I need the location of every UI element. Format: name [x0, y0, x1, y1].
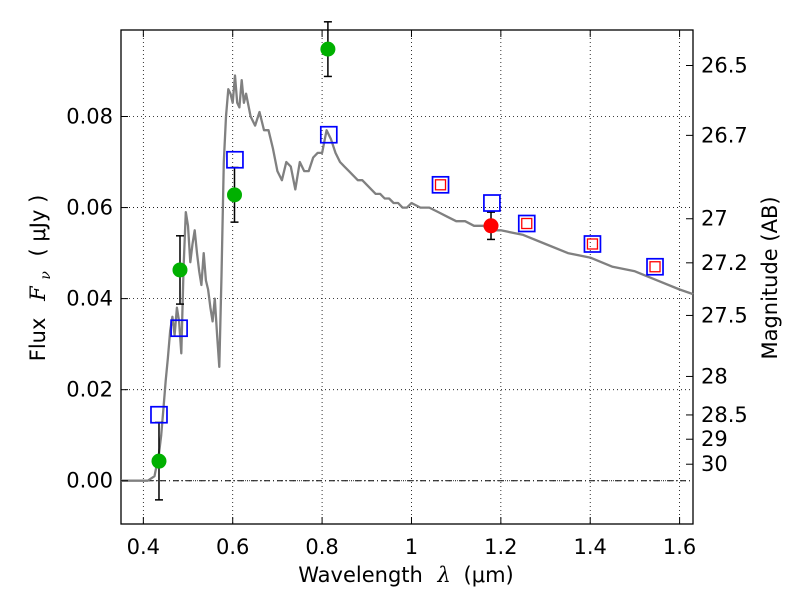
y-tick-label: 0.06 — [66, 196, 113, 220]
y-axis-title: Flux F ν ( μJy ) — [26, 195, 55, 362]
green-data-point — [227, 187, 243, 203]
red-data-point — [483, 218, 499, 234]
model-sed-line — [121, 74, 694, 482]
y-tick-label: 0.04 — [66, 287, 113, 311]
x-tick-label: 1.2 — [484, 535, 517, 559]
green-data-point — [172, 262, 188, 278]
y-axis-title-symbol: F — [26, 285, 50, 302]
y-axis-title-unit: ( μJy ) — [26, 195, 50, 257]
red-observed-square — [521, 217, 533, 230]
right-tick-label: 27.2 — [701, 251, 748, 275]
ticks — [121, 30, 693, 524]
right-tick-label: 26.7 — [701, 123, 748, 147]
right-tick-label: 28 — [701, 364, 728, 388]
blue-model-square — [150, 405, 168, 424]
blue-model-square — [517, 214, 536, 233]
green-data-point — [320, 41, 336, 57]
right-tick-label: 27.5 — [701, 303, 748, 327]
right-axis-title: Magnitude (AB) — [758, 196, 782, 359]
x-tick-label: 1.6 — [663, 535, 696, 559]
x-tick-label: 0.8 — [305, 535, 338, 559]
x-axis-title-unit: (μm) — [464, 563, 514, 587]
grid — [121, 30, 693, 524]
red-observed-square — [434, 179, 447, 191]
y-tick-label: 0.08 — [66, 105, 113, 129]
x-tick-label: 0.4 — [127, 535, 160, 559]
x-tick-label: 1 — [405, 535, 418, 559]
y-axis-title-prefix: Flux — [26, 318, 50, 362]
right-tick-label: 27 — [701, 207, 728, 231]
plot-frame — [120, 29, 694, 525]
x-axis-title: Wavelength λ (μm) — [298, 563, 513, 587]
blue-model-square — [170, 319, 188, 338]
right-tick-label: 29 — [701, 427, 728, 451]
x-axis-title-symbol: λ — [437, 563, 451, 587]
y-axis-title-subscript: ν — [38, 271, 54, 280]
model-sed — [121, 74, 694, 482]
right-tick-label: 28.5 — [701, 403, 748, 427]
red-observed-square — [649, 261, 661, 273]
y-tick-label: 0.02 — [66, 378, 113, 402]
blue-model-square — [226, 150, 244, 169]
right-tick-label: 30 — [701, 452, 728, 476]
right-tick-label: 26.5 — [701, 54, 748, 78]
x-axis-title-prefix: Wavelength — [298, 563, 423, 587]
blue-model-square — [483, 194, 501, 212]
y-tick-label: 0.00 — [66, 469, 113, 493]
blue-model-square — [583, 235, 602, 253]
blue-model-square — [319, 125, 338, 144]
red-observed-square — [586, 238, 599, 250]
blue-model-square — [431, 175, 450, 194]
data-points — [150, 21, 664, 501]
x-tick-label: 0.6 — [216, 535, 249, 559]
tick-labels: 0.4 0.6 0.8 1 1.2 1.4 1.6 0.00 0.02 0.04 0.06 0.08 2… — [66, 54, 748, 559]
green-data-point — [151, 453, 167, 469]
blue-model-square — [646, 257, 664, 276]
x-tick-label: 1.4 — [574, 535, 607, 559]
